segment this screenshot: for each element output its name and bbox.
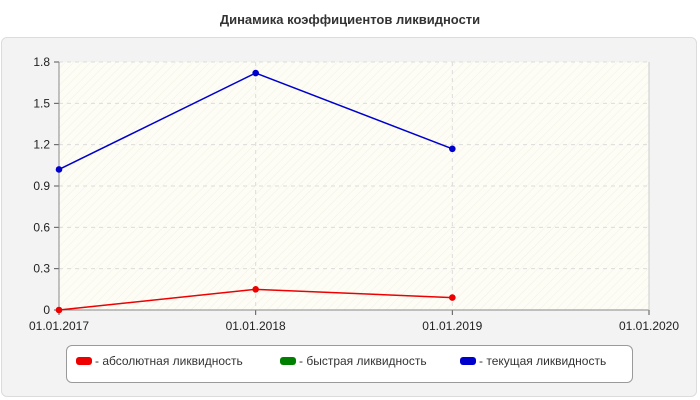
legend-item: - быстрая ликвидность — [280, 354, 427, 368]
data-point — [449, 294, 456, 301]
legend-item: - абсолютная ликвидность — [76, 354, 243, 368]
x-tick-label: 01.01.2017 — [29, 319, 89, 333]
legend-label: - быстрая ликвидность — [299, 354, 427, 368]
chart-title: Динамика коэффициентов ликвидности — [219, 12, 481, 27]
legend-label: - текущая ликвидность — [479, 354, 607, 368]
data-point — [55, 166, 63, 173]
y-tick-label: 1.2 — [33, 138, 50, 152]
data-point — [55, 306, 63, 314]
data-point — [449, 145, 456, 153]
x-tick-label: 01.01.2020 — [619, 319, 679, 333]
x-tick-label: 01.01.2019 — [422, 319, 482, 333]
legend-swatch — [76, 357, 92, 365]
legend-swatch — [280, 357, 296, 365]
series-group — [55, 69, 456, 314]
legend-swatch — [460, 357, 476, 365]
y-tick-label: 0 — [43, 303, 50, 317]
legend-label: - абсолютная ликвидность — [95, 354, 243, 368]
axes: 0 0.3 0.6 0.9 1.2 1.5 1.8 01.01.2017 01.01.2018 0… — [29, 55, 679, 333]
y-tick-label: 0.6 — [33, 220, 50, 234]
y-tick-label: 0.9 — [33, 179, 50, 193]
y-tick-label: 1.5 — [33, 96, 50, 110]
data-point — [252, 286, 259, 293]
grid-lines — [59, 61, 649, 310]
y-tick-label: 0.3 — [33, 262, 50, 276]
legend-item: - текущая ликвидность — [460, 354, 606, 368]
x-tick-label: 01.01.2018 — [226, 319, 286, 333]
y-tick-label: 1.8 — [33, 55, 50, 69]
legend: - абсолютная ликвидность - быстрая ликвид… — [66, 345, 633, 383]
data-point — [252, 69, 259, 77]
